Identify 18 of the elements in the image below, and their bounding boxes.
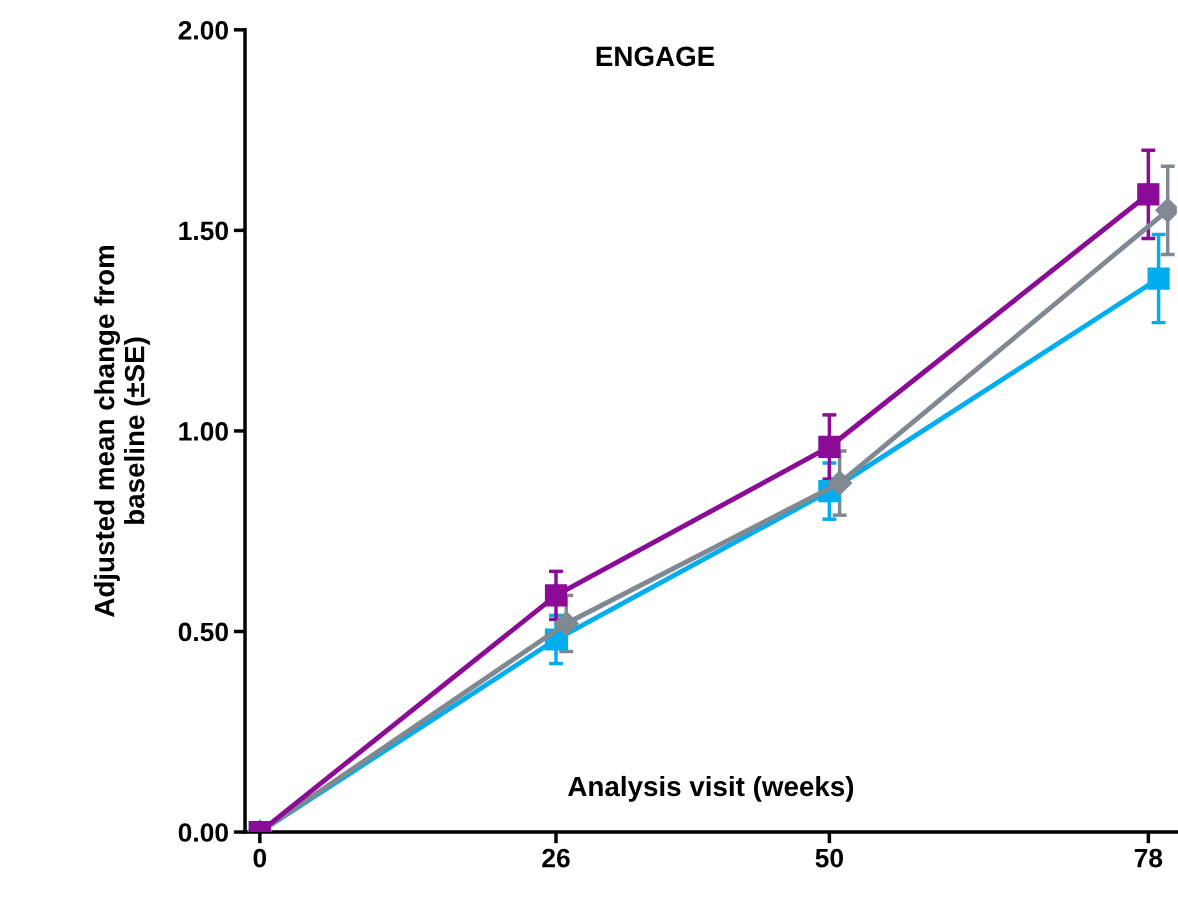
chart-title: ENGAGE	[596, 46, 715, 67]
y-tick-label: 0.50	[178, 622, 228, 642]
x-axis-title: Analysis visit (weeks)	[568, 775, 854, 802]
y-axis-title: Adjusted mean change from baseline (±SE)	[93, 245, 150, 617]
point	[818, 435, 841, 459]
x-tick-label: 78	[1134, 848, 1163, 868]
point	[1137, 183, 1160, 206]
x-tick-label: 0	[253, 848, 267, 868]
x-tick-label: 50	[815, 848, 843, 868]
point	[544, 584, 568, 607]
y-tick-label: 1.50	[179, 221, 228, 241]
point	[827, 470, 853, 496]
y-tick-label: 2.00	[178, 20, 228, 40]
y-tick-label: 0.00	[178, 823, 228, 842]
point	[553, 610, 579, 636]
point	[1147, 267, 1170, 290]
y-tick-label: 1.00	[179, 422, 228, 441]
x-tick-label: 26	[542, 848, 570, 868]
